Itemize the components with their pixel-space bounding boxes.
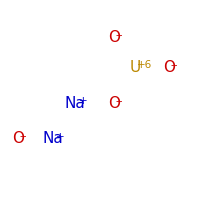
- Text: Na: Na: [42, 131, 63, 146]
- Text: O: O: [108, 30, 120, 45]
- Text: O: O: [108, 96, 120, 111]
- Text: Na: Na: [65, 96, 86, 111]
- Text: --: --: [115, 97, 123, 106]
- Text: --: --: [115, 30, 123, 40]
- Text: O: O: [12, 131, 24, 146]
- Text: --: --: [170, 60, 178, 71]
- Text: +: +: [79, 97, 88, 106]
- Text: U: U: [130, 60, 141, 75]
- Text: O: O: [163, 60, 175, 75]
- Text: --: --: [19, 132, 27, 142]
- Text: +: +: [56, 132, 65, 142]
- Text: +6: +6: [137, 60, 152, 71]
